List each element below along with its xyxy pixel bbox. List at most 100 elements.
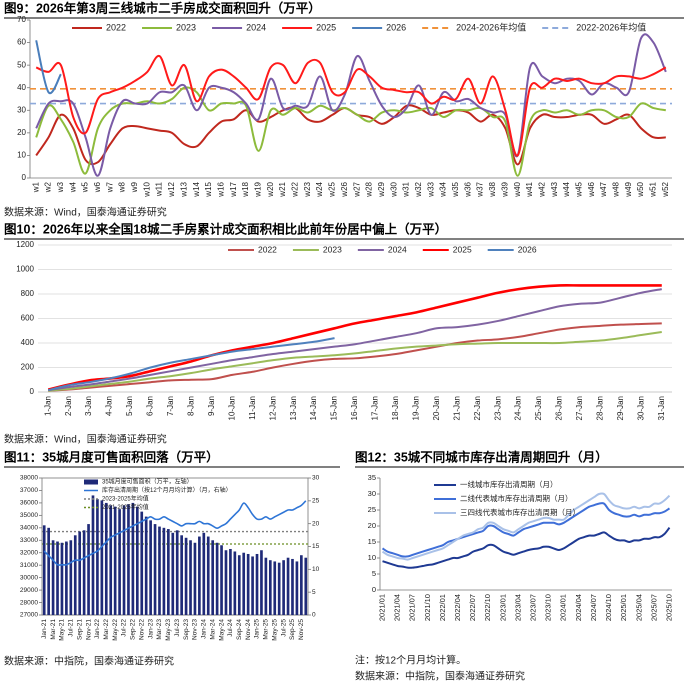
x-tick-label: 12-Jan bbox=[268, 396, 277, 420]
bar bbox=[153, 524, 157, 615]
bar bbox=[273, 561, 277, 615]
x-tick-label: Mar-21 bbox=[50, 619, 57, 640]
x-tick-label: 31-Jan bbox=[657, 396, 666, 420]
x-tick-label: w12 bbox=[167, 181, 176, 197]
legend-label: 2023 bbox=[176, 22, 196, 32]
x-tick-label: 27-Jan bbox=[575, 396, 584, 420]
legend-label: 2021-2025年均值 bbox=[102, 503, 149, 511]
x-tick-label: w45 bbox=[575, 181, 584, 197]
x-tick-label: 2022/01 bbox=[438, 594, 447, 621]
x-tick-label: 25-Jan bbox=[534, 396, 543, 420]
bar bbox=[291, 558, 294, 615]
bar bbox=[127, 504, 130, 615]
y-tick-label: 28000 bbox=[20, 599, 38, 606]
legend-label: 2023 bbox=[323, 244, 342, 254]
series-line bbox=[35, 104, 666, 166]
x-tick-label: 26-Jan bbox=[555, 396, 564, 420]
x-tick-label: w48 bbox=[612, 181, 621, 197]
bar bbox=[211, 540, 215, 615]
x-tick-label: 9-Jan bbox=[207, 396, 216, 416]
y-tick-label: 10 bbox=[368, 553, 376, 562]
y-tick-label: 31000 bbox=[20, 562, 38, 569]
x-tick-label: 1-Jan bbox=[43, 396, 52, 416]
bar bbox=[131, 502, 135, 615]
x-tick-label: 2021/10 bbox=[423, 594, 432, 621]
y-tick-label: 35000 bbox=[20, 512, 38, 519]
x-tick-label: w26 bbox=[340, 181, 349, 197]
x-tick-label: 30-Jan bbox=[636, 396, 645, 420]
x-tick-label: Jul-25 bbox=[280, 619, 287, 637]
x-tick-label: Jan-21 bbox=[41, 619, 48, 639]
series-line bbox=[48, 330, 662, 392]
y-tick-label: 800 bbox=[21, 289, 35, 298]
bar bbox=[78, 531, 82, 615]
x-tick-label: Jul-23 bbox=[174, 619, 181, 637]
y-tick-label: 30000 bbox=[20, 574, 38, 581]
y-tick-label: 32000 bbox=[20, 549, 38, 556]
bar bbox=[104, 502, 108, 615]
x-tick-label: w11 bbox=[155, 181, 164, 197]
x-tick-label: w52 bbox=[661, 181, 670, 197]
bar bbox=[264, 557, 268, 615]
x-tick-label: Nov-23 bbox=[192, 619, 199, 640]
legend-label: 2023-2025年均值 bbox=[102, 495, 149, 503]
y-tick-label: 29000 bbox=[20, 587, 38, 594]
y-tick-label: 1000 bbox=[16, 265, 34, 274]
x-tick-label: w5 bbox=[81, 181, 90, 193]
x-tick-label: 2023/07 bbox=[529, 594, 538, 621]
legend-label: 2024 bbox=[388, 244, 407, 254]
x-tick-label: w25 bbox=[328, 181, 337, 197]
bar bbox=[202, 532, 206, 615]
bar bbox=[47, 527, 50, 615]
y-tick-label: 25 bbox=[368, 505, 376, 514]
x-tick-label: w29 bbox=[377, 181, 386, 197]
x-tick-label: w50 bbox=[636, 181, 645, 197]
bar bbox=[277, 562, 281, 615]
x-tick-label: Sep-22 bbox=[130, 619, 137, 640]
source-note: 数据来源：中指院，国泰海通证券研究 bbox=[355, 670, 525, 683]
y2-tick-label: 0 bbox=[312, 612, 316, 619]
x-tick-label: w23 bbox=[303, 181, 312, 197]
x-tick-label: w46 bbox=[587, 181, 596, 197]
x-tick-label: 17-Jan bbox=[371, 396, 380, 420]
series-line bbox=[47, 337, 335, 392]
source-note: 数据来源：中指院，国泰海通证券研究 bbox=[4, 655, 174, 668]
bar bbox=[149, 520, 152, 615]
y-tick-label: 10 bbox=[17, 151, 26, 160]
legend-label: 二线代表城市库存出清周期（月） bbox=[460, 493, 573, 503]
bar bbox=[82, 530, 86, 615]
bar bbox=[60, 542, 64, 615]
series-line bbox=[35, 54, 667, 157]
bar bbox=[229, 548, 232, 615]
x-tick-label: w34 bbox=[439, 181, 448, 197]
y-tick-label: 5 bbox=[372, 569, 376, 578]
y-tick-label: 34000 bbox=[20, 525, 38, 532]
x-tick-label: 22-Jan bbox=[473, 396, 482, 420]
y-tick-label: 200 bbox=[21, 363, 35, 372]
bar bbox=[300, 555, 303, 615]
bar bbox=[180, 535, 183, 615]
x-tick-label: w13 bbox=[179, 181, 188, 197]
x-tick-label: Jan-23 bbox=[147, 619, 154, 639]
legend-label: 一线城市库存出清周期（月） bbox=[460, 479, 558, 489]
bar bbox=[220, 545, 223, 615]
x-tick-label: w8 bbox=[118, 181, 127, 193]
bar bbox=[118, 509, 121, 615]
bar bbox=[135, 506, 139, 615]
y-tick-label: 50 bbox=[17, 60, 26, 69]
x-tick-label: 2025/10 bbox=[664, 594, 673, 621]
x-tick-label: 10-Jan bbox=[227, 396, 236, 420]
y-tick-label: 0 bbox=[30, 387, 35, 396]
figure-title: 图12：35城不同城市库存出清周期回升（月） bbox=[355, 449, 608, 464]
bar bbox=[100, 500, 104, 615]
legend-label: 2022-2026年均值 bbox=[576, 21, 646, 32]
series-line bbox=[47, 284, 662, 391]
x-tick-label: 16-Jan bbox=[350, 396, 359, 420]
bar bbox=[171, 532, 175, 615]
legend-label: 2022 bbox=[258, 244, 277, 254]
x-tick-label: w15 bbox=[204, 181, 213, 197]
bar bbox=[206, 536, 210, 615]
x-tick-label: w6 bbox=[93, 181, 102, 193]
bar bbox=[233, 551, 237, 615]
